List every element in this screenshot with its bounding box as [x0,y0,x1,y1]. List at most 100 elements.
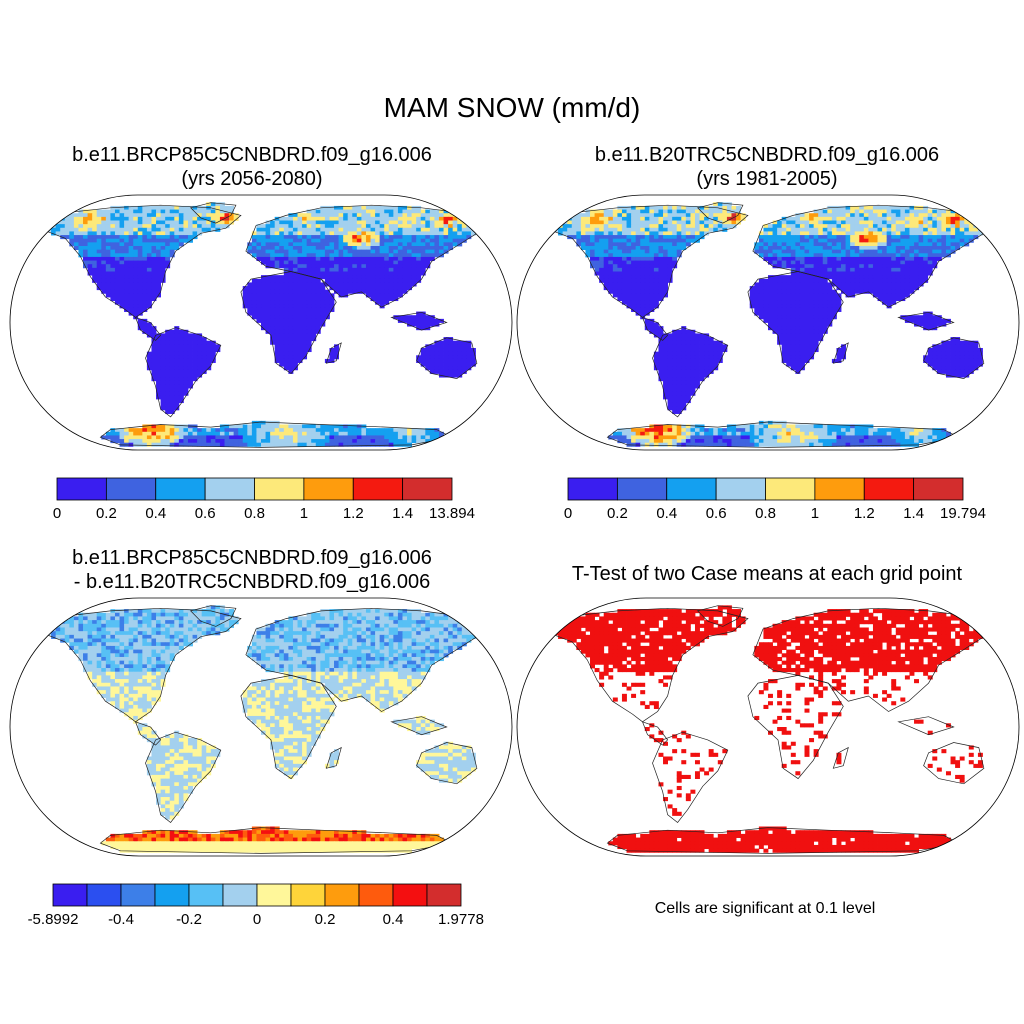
colorbar-difference-swatch-8 [324,883,360,907]
colorbar-difference-swatch-3 [154,883,190,907]
colorbar-case2-swatch-7 [913,477,964,501]
map-case1-coastline-indonesia [390,311,448,331]
colorbar-difference-swatch-11 [426,883,462,907]
map-case1-grid-cells [37,202,486,447]
map-ttest-coastline-eurasia [752,607,995,712]
colorbar-case1-swatch-6 [352,477,404,501]
colorbar-case2-label-6: 1.2 [854,505,875,522]
colorbar-difference-label-2: -0.2 [176,911,202,928]
map-difference-coastline-eurasia [245,607,488,712]
map-ttest-coastline-north-america [541,607,749,723]
map-difference-coastline-africa [240,675,337,780]
panel-title-case2: b.e11.B20TRC5CNBDRD.f09_g16.006 (yrs 198… [537,143,997,191]
map-ttest-coastline-indonesia [897,716,955,736]
map-difference-coastline-central-america [134,721,162,746]
colorbar-difference-swatch-0 [52,883,88,907]
colorbar-case2-swatch-4 [765,477,816,501]
colorbar-difference-swatch-5 [222,883,258,907]
map-case2-coastline-indonesia [897,311,955,331]
map-case2-coastline-greenland [697,202,744,224]
map-case2-coastline-south-america [652,327,729,418]
map-difference-coastline-south-america [145,731,222,823]
map-ttest-coastline-south-america [652,731,729,823]
map-ttest-coastline-australia [923,742,985,785]
map-difference-coastline-australia [416,742,478,785]
colorbar-case2: 0 0.2 0.4 0.6 0.8 1 1.2 1.4 19.794 [564,477,986,522]
panel-title-case2-line2: (yrs 1981-2005) [696,168,838,190]
map-difference-coastline-madagascar [325,746,342,769]
map-case2-coastline-north-america [541,204,749,318]
colorbar-case2-label-1: 0.2 [607,505,628,522]
colorbar-case1-label-0: 0 [53,505,61,522]
map-difference [9,597,513,857]
colorbar-difference: -5.8992 -0.4 -0.2 0 0.2 0.4 1.9778 [28,883,484,928]
map-case1-coastline-north-america [34,204,242,318]
colorbar-case1: 0 0.2 0.4 0.6 0.8 1 1.2 1.4 13.894 [53,477,475,522]
map-ttest-coastline-central-america [641,721,669,746]
colorbar-case2-swatch-5 [814,477,865,501]
map-difference-coastline-indonesia [390,716,448,736]
map-case1-coastline-africa [240,271,337,374]
colorbar-case2-label-0: 0 [564,505,572,522]
panel-title-difference-line1: b.e11.BRCP85C5CNBDRD.f09_g16.006 [72,547,432,569]
panel-title-difference: b.e11.BRCP85C5CNBDRD.f09_g16.006 - b.e11… [22,546,482,594]
colorbar-case2-label-3: 0.6 [706,505,727,522]
colorbar-difference-swatch-7 [290,883,326,907]
map-case1-coastline-madagascar [325,342,342,364]
panel-title-ttest: T-Test of two Case means at each grid po… [517,562,1017,586]
colorbar-case1-swatch-7 [402,477,453,501]
colorbar-case1-label-7: 1.4 [392,505,413,522]
panel-title-ttest-line1: T-Test of two Case means at each grid po… [571,563,963,585]
panel-title-case1-line2: (yrs 2056-2080) [181,168,323,190]
map-ttest-grid-cells [544,605,993,853]
colorbar-difference-swatch-4 [188,883,224,907]
colorbar-case1-label-6: 1.2 [343,505,364,522]
map-case2-coastline-madagascar [832,342,849,364]
colorbar-case2-label-5: 1 [811,505,819,522]
figure-title: MAM SNOW (mm/d) [383,92,641,123]
map-case1-coastline-australia [416,337,478,379]
colorbar-case2-swatch-1 [616,477,668,501]
map-ttest-coastline-greenland [697,605,744,627]
map-case2-map-border [516,194,1020,451]
colorbar-difference-swatch-2 [120,883,156,907]
map-ttest [516,597,1020,857]
map-difference-map-border [9,597,513,857]
map-case2-coastline-australia [923,337,985,379]
colorbar-difference-swatch-1 [86,883,122,907]
map-case2-grid-cells [544,202,993,447]
colorbar-case1-label-5: 1 [300,505,308,522]
map-case1-coastline-central-america [134,316,162,341]
map-case1-map-border [9,194,513,451]
colorbar-case2-swatch-2 [666,477,717,501]
colorbar-difference-label-5: 0.4 [383,911,404,928]
map-case1-coastline-antarctica [99,421,453,448]
significance-note: Cells are significant at 0.1 level [654,900,876,917]
colorbar-case1-label-2: 0.4 [145,505,166,522]
colorbar-case2-label-7: 1.4 [903,505,924,522]
map-ttest-coastline-antarctica [606,827,960,854]
colorbar-difference-label-1: -0.4 [108,911,134,928]
map-case1-coastline-greenland [190,202,237,224]
map-case2-coastline-antarctica [606,421,960,448]
map-case2-coastline-central-america [641,316,669,341]
colorbar-case1-swatch-0 [56,477,107,501]
colorbar-case1-swatch-2 [155,477,206,501]
colorbar-case1-swatch-5 [303,477,354,501]
map-difference-coastline-greenland [190,605,237,627]
colorbar-difference-label-3: 0 [253,911,261,928]
map-case1-coastline-south-america [145,327,222,418]
colorbar-case2-swatch-0 [567,477,618,501]
map-difference-grid-cells [37,605,486,853]
colorbar-case1-swatch-3 [204,477,255,501]
colorbar-case2-label-4: 0.8 [755,505,776,522]
colorbar-case1-label-3: 0.6 [195,505,216,522]
panel-title-difference-line2: - b.e11.B20TRC5CNBDRD.f09_g16.006 [73,571,431,593]
map-case1-coastline-eurasia [245,204,488,308]
map-difference-coastline-north-america [34,607,242,723]
colorbar-difference-swatch-9 [358,883,394,907]
colorbar-case2-label-2: 0.4 [656,505,677,522]
colorbar-case1-label-8: 13.894 [429,505,475,522]
colorbar-difference-label-0: -5.8992 [28,911,79,928]
